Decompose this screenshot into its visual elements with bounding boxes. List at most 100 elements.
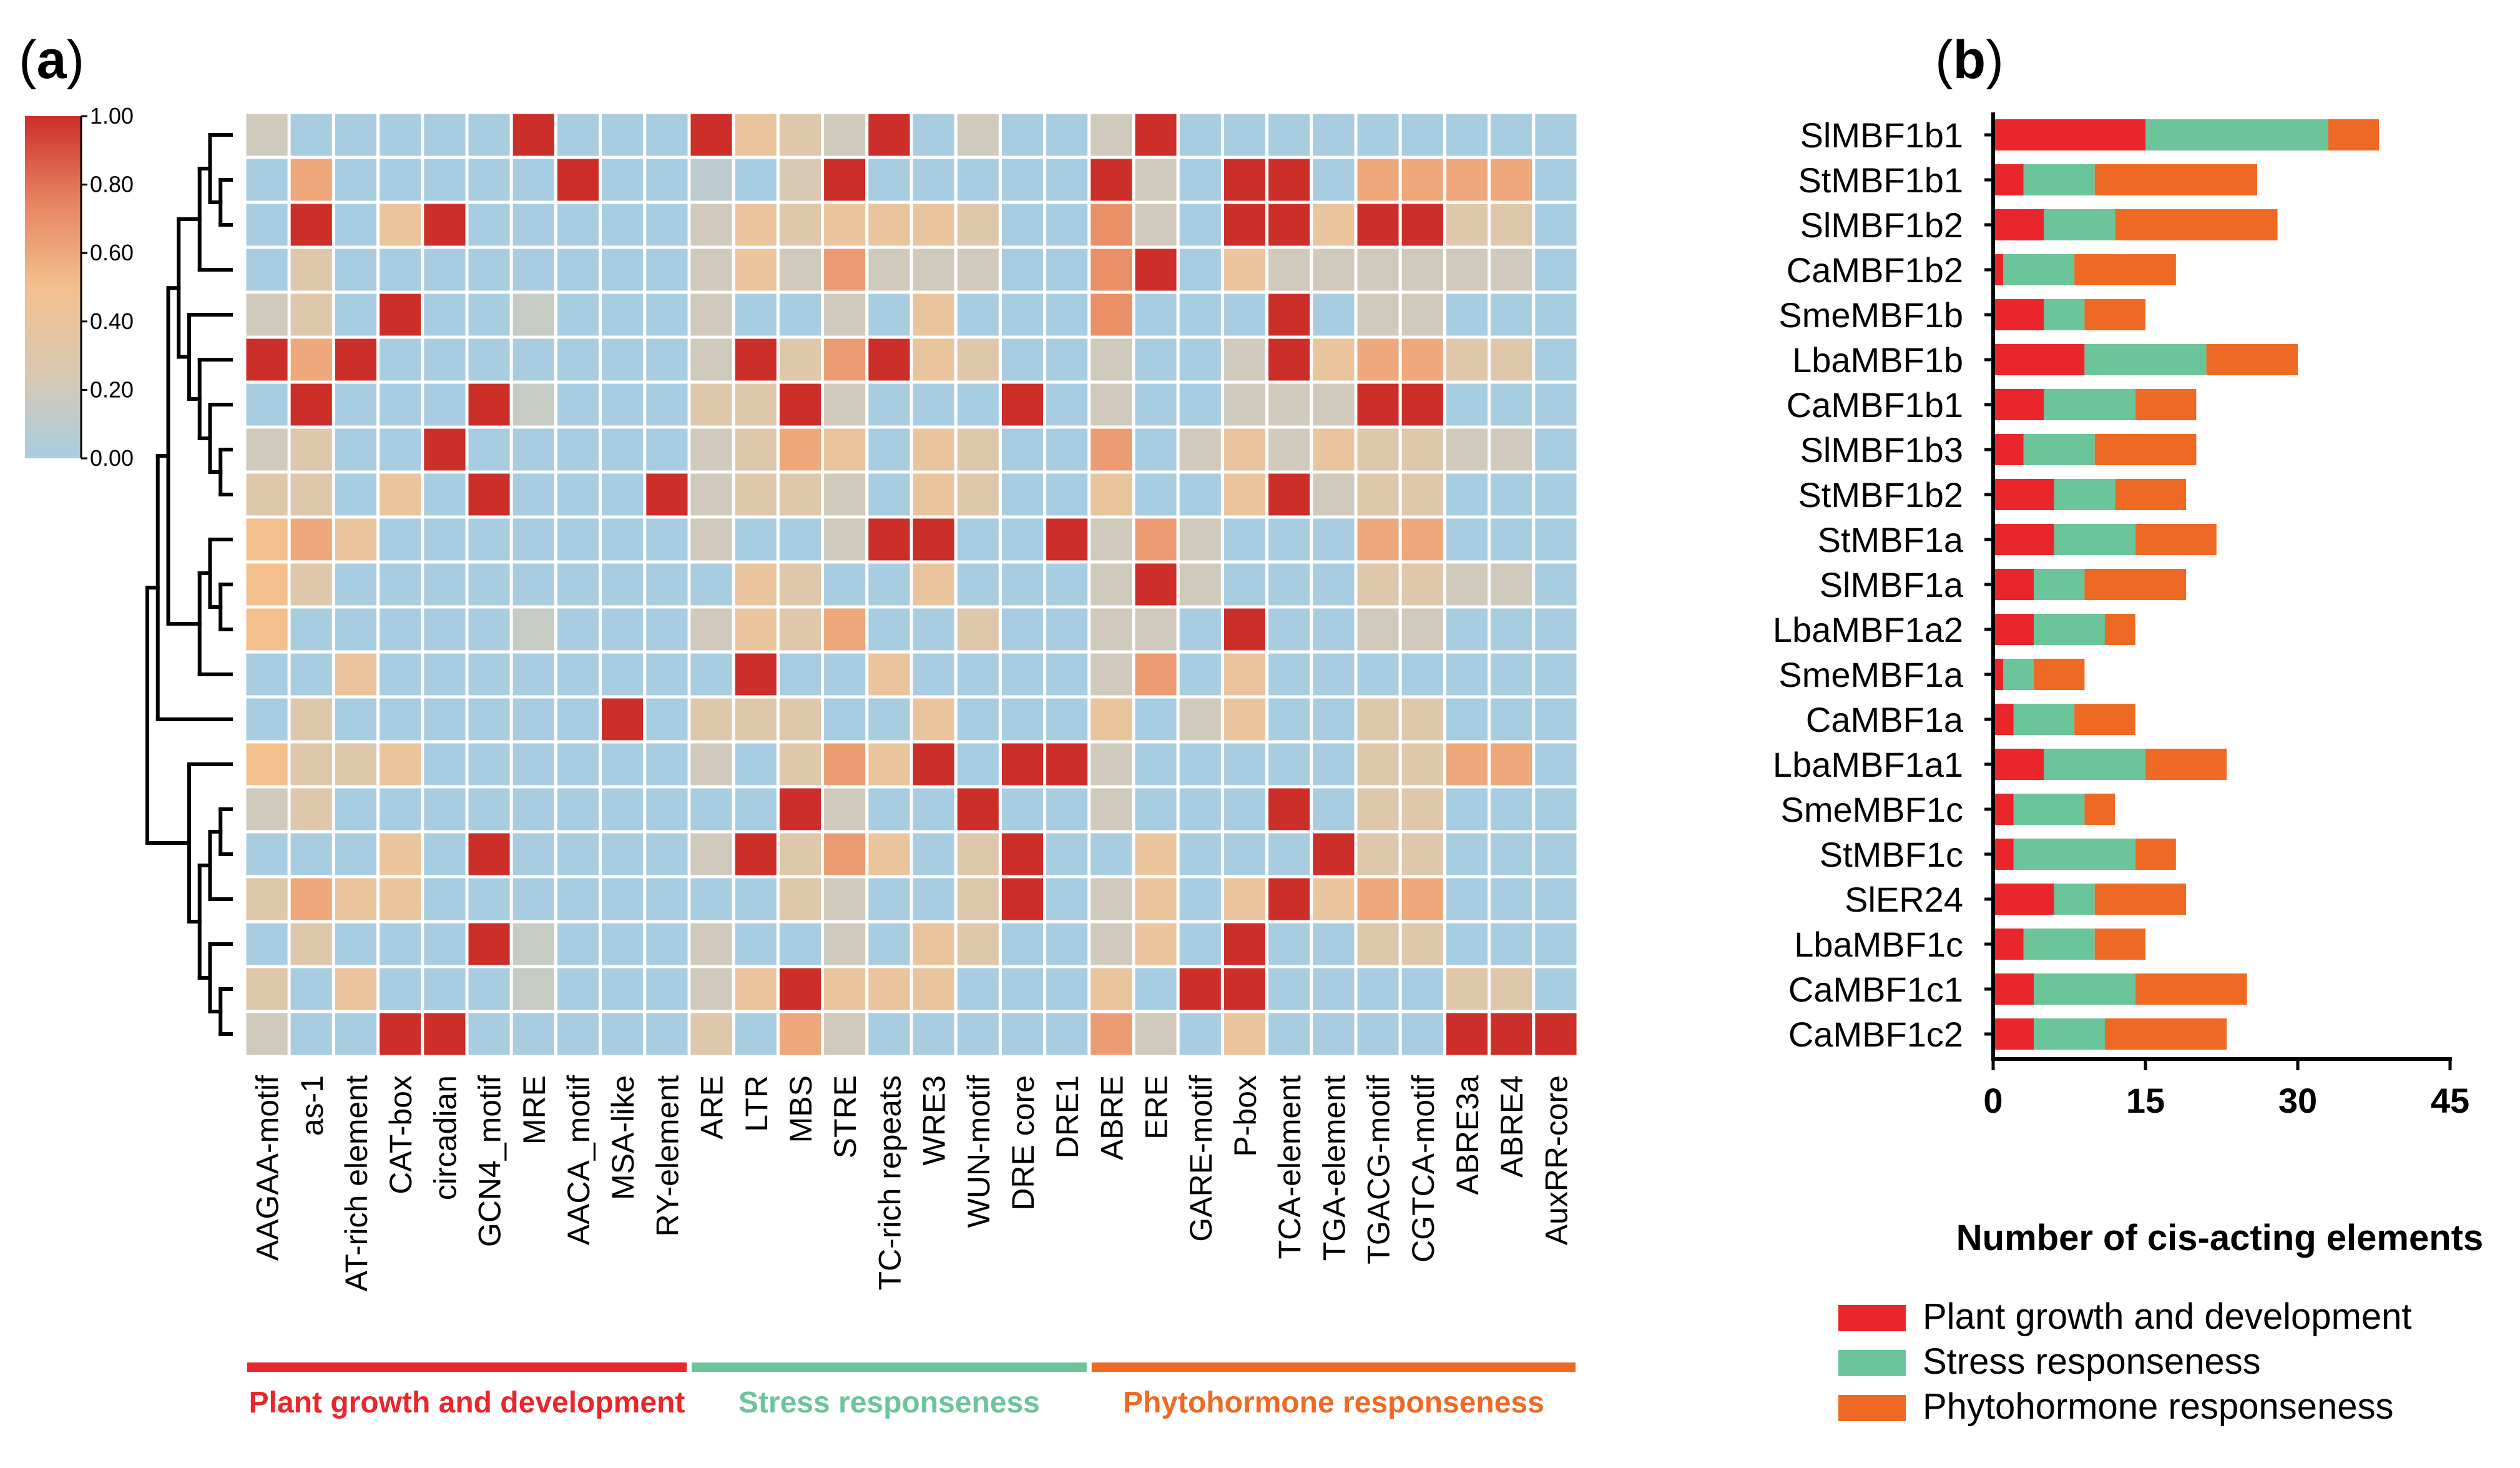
heatmap-cell xyxy=(599,515,647,564)
heatmap-cell xyxy=(465,425,513,474)
heatmap-cell xyxy=(1443,515,1491,564)
heatmap-cell xyxy=(821,470,869,519)
heatmap-cell xyxy=(287,111,335,159)
heatmap-cell xyxy=(1398,470,1446,519)
heatmap-cell xyxy=(954,245,1002,294)
column-label: TGA-element xyxy=(1316,1075,1351,1261)
heatmap-cell xyxy=(465,470,513,519)
bar-category-label: SlMBF1b2 xyxy=(1800,205,1963,245)
heatmap-cell xyxy=(998,470,1047,519)
heatmap-cell xyxy=(1087,830,1135,879)
bar-category-label: LbaMBF1b xyxy=(1792,340,1963,380)
heatmap-cell xyxy=(1488,1010,1536,1058)
heatmap-cell xyxy=(1132,111,1180,159)
heatmap-cell xyxy=(821,920,869,968)
heatmap-cell xyxy=(1398,335,1446,384)
bar-category-label: StMBF1b2 xyxy=(1798,475,1963,515)
heatmap-cell xyxy=(1265,1010,1313,1058)
bar-segment xyxy=(2054,524,2135,555)
bar-category-label: LbaMBF1c xyxy=(1794,925,1963,964)
heatmap-cell xyxy=(687,695,735,744)
heatmap-cell xyxy=(1176,200,1224,249)
bar-category-label: CaMBF1b1 xyxy=(1787,385,1963,425)
heatmap xyxy=(243,111,1580,1058)
stacked-bar-chart: SlMBF1b1 StMBF1b1 SlMBF1b2 CaMBF1b2 SmeMBF1b… xyxy=(1773,112,2483,1258)
heatmap-cell xyxy=(909,965,958,1013)
column-label: STRE xyxy=(828,1075,863,1158)
heatmap-cell xyxy=(376,470,424,519)
heatmap-cell xyxy=(1398,695,1446,744)
heatmap-cell xyxy=(1354,200,1402,249)
heatmap-cell xyxy=(643,785,691,834)
heatmap-cell xyxy=(1087,605,1135,654)
heatmap-column-labels: AAGAA-motif as-1 AT-rich element CAT-box cir… xyxy=(250,1075,1574,1292)
heatmap-cell xyxy=(376,830,424,879)
heatmap-cell xyxy=(1443,650,1491,699)
heatmap-cell xyxy=(1310,380,1358,429)
heatmap-cell xyxy=(1354,740,1402,789)
heatmap-cell xyxy=(776,470,825,519)
heatmap-cell xyxy=(243,1010,291,1058)
heatmap-cell xyxy=(599,740,647,789)
column-label: DRE1 xyxy=(1050,1075,1085,1158)
heatmap-cell xyxy=(1398,245,1446,294)
bar-segment xyxy=(1993,659,2004,690)
legend-swatch xyxy=(1838,1305,1906,1331)
bar-category-label: SmeMBF1a xyxy=(1778,655,1963,694)
heatmap-cell xyxy=(331,740,380,789)
heatmap-cell xyxy=(1176,425,1224,474)
heatmap-cell xyxy=(1176,965,1224,1013)
heatmap-cell xyxy=(509,245,557,294)
heatmap-cell xyxy=(599,650,647,699)
heatmap-cell xyxy=(1220,695,1269,744)
heatmap-cell xyxy=(243,875,291,924)
heatmap-cell xyxy=(1132,605,1180,654)
heatmap-cell xyxy=(821,695,869,744)
heatmap-cell xyxy=(1220,425,1269,474)
column-label: P-box xyxy=(1228,1075,1263,1157)
heatmap-cell xyxy=(1443,200,1491,249)
heatmap-cell xyxy=(1043,1010,1091,1058)
heatmap-cell xyxy=(954,335,1002,384)
heatmap-cell xyxy=(509,111,557,159)
heatmap-cell xyxy=(1087,515,1135,564)
heatmap-cell xyxy=(1087,965,1135,1013)
heatmap-cell xyxy=(821,515,869,564)
heatmap-cell xyxy=(421,380,469,429)
heatmap-cell xyxy=(421,1010,469,1058)
bar-segment xyxy=(2054,884,2095,915)
heatmap-cell xyxy=(732,560,780,609)
heatmap-cell xyxy=(909,380,958,429)
heatmap-cell xyxy=(1087,200,1135,249)
heatmap-cell xyxy=(599,425,647,474)
heatmap-cell xyxy=(1220,605,1269,654)
heatmap-cell xyxy=(909,650,958,699)
heatmap-cell xyxy=(998,650,1047,699)
heatmap-cell xyxy=(909,155,958,204)
heatmap-cell xyxy=(554,111,602,159)
heatmap-cell xyxy=(1310,830,1358,879)
heatmap-cell xyxy=(954,695,1002,744)
heatmap-cell xyxy=(1398,785,1446,834)
heatmap-cell xyxy=(865,111,913,159)
heatmap-cell xyxy=(732,290,780,339)
heatmap-cell xyxy=(465,605,513,654)
heatmap-cell xyxy=(954,740,1002,789)
heatmap-cell xyxy=(465,111,513,159)
heatmap-cell xyxy=(1398,965,1446,1013)
heatmap-cell xyxy=(509,830,557,879)
heatmap-cell xyxy=(1398,290,1446,339)
heatmap-cell xyxy=(1443,425,1491,474)
heatmap-cell xyxy=(821,200,869,249)
group-bar xyxy=(692,1362,1087,1372)
heatmap-cell xyxy=(1443,1010,1491,1058)
heatmap-cell xyxy=(776,920,825,968)
heatmap-cell xyxy=(243,650,291,699)
heatmap-cell xyxy=(1176,470,1224,519)
bar-segment xyxy=(2328,119,2380,150)
heatmap-cell xyxy=(954,560,1002,609)
heatmap-cell xyxy=(1087,290,1135,339)
column-label: DRE core xyxy=(1006,1075,1041,1211)
bar-segment xyxy=(1993,794,2014,825)
heatmap-cell xyxy=(1310,290,1358,339)
